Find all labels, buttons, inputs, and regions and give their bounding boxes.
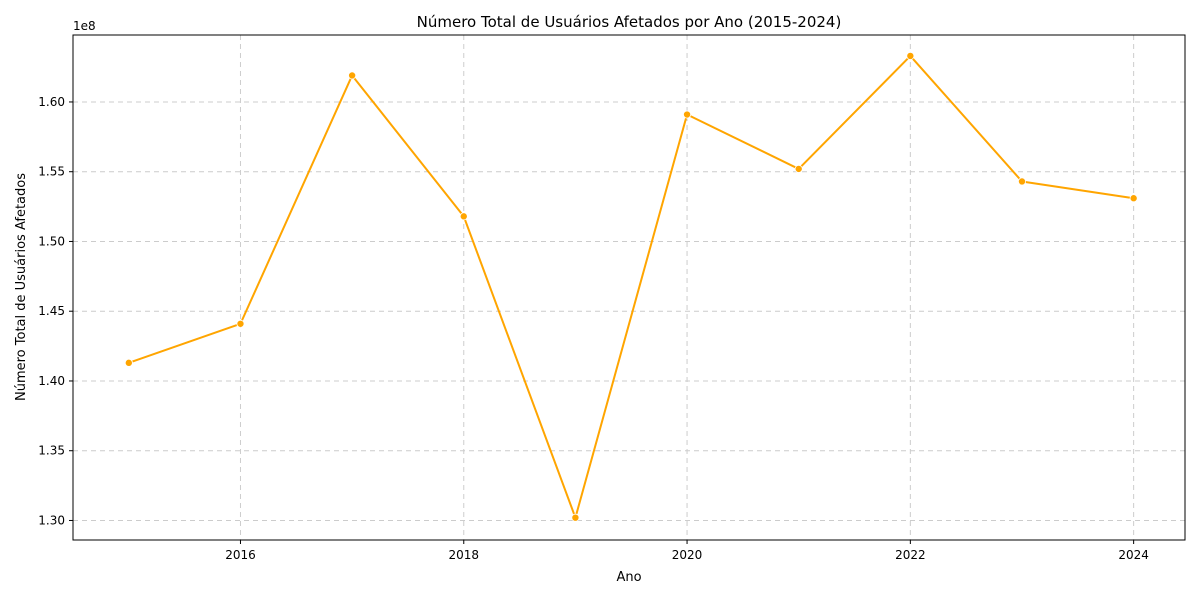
y-tick-label: 1.50: [38, 234, 65, 248]
data-point: [794, 164, 803, 173]
x-tick-label: 2020: [672, 548, 703, 562]
y-tick-label: 1.30: [38, 513, 65, 527]
x-tick-label: 2022: [895, 548, 926, 562]
x-tick-label: 2018: [448, 548, 479, 562]
data-point: [1017, 177, 1026, 186]
axis-ticks: 2016 2018 2020 2022 2024 1.30 1.35 1.40 1.45 1.50…: [38, 95, 1149, 562]
y-tick-label: 1.55: [38, 165, 65, 179]
data-point: [571, 513, 580, 522]
data-point: [124, 358, 133, 367]
x-tick-label: 2024: [1118, 548, 1149, 562]
x-tick-label: 2016: [225, 548, 256, 562]
data-point: [1129, 194, 1138, 203]
y-tick-label: 1.45: [38, 304, 65, 318]
y-tick-label: 1.35: [38, 444, 65, 458]
data-point: [906, 51, 915, 60]
data-point: [236, 319, 245, 328]
data-point: [459, 212, 468, 221]
y-axis-offset-label: 1e8: [73, 19, 96, 33]
plot-area-frame: [72, 34, 1186, 541]
x-axis-label: Ano: [616, 570, 641, 585]
data-point: [683, 110, 692, 119]
y-tick-label: 1.60: [38, 95, 65, 109]
grid-lines: [73, 35, 1185, 540]
data-point: [348, 71, 357, 80]
series-layer: [124, 51, 1138, 522]
series-line: [127, 54, 1135, 519]
y-tick-label: 1.40: [38, 374, 65, 388]
y-axis-label: Número Total de Usuários Afetados: [14, 173, 29, 401]
chart-title: Número Total de Usuários Afetados por An…: [417, 13, 842, 31]
